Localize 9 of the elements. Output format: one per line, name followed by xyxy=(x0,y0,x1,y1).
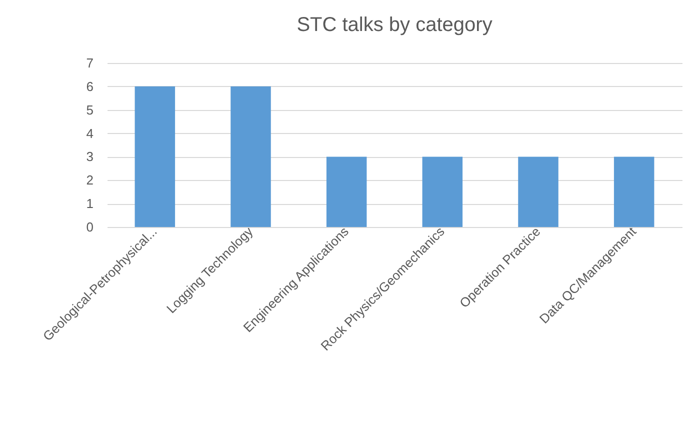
chart-title: STC talks by category xyxy=(296,14,492,36)
y-tick-label: 1 xyxy=(86,196,94,212)
y-tick-label: 6 xyxy=(86,78,94,94)
y-tick-label: 2 xyxy=(86,172,94,188)
y-tick-label: 0 xyxy=(86,220,94,234)
y-tick-label: 3 xyxy=(86,149,94,164)
y-tick-label: 5 xyxy=(86,102,94,118)
y-tick-label: 4 xyxy=(86,126,94,141)
y-tick-label: 7 xyxy=(86,56,94,70)
